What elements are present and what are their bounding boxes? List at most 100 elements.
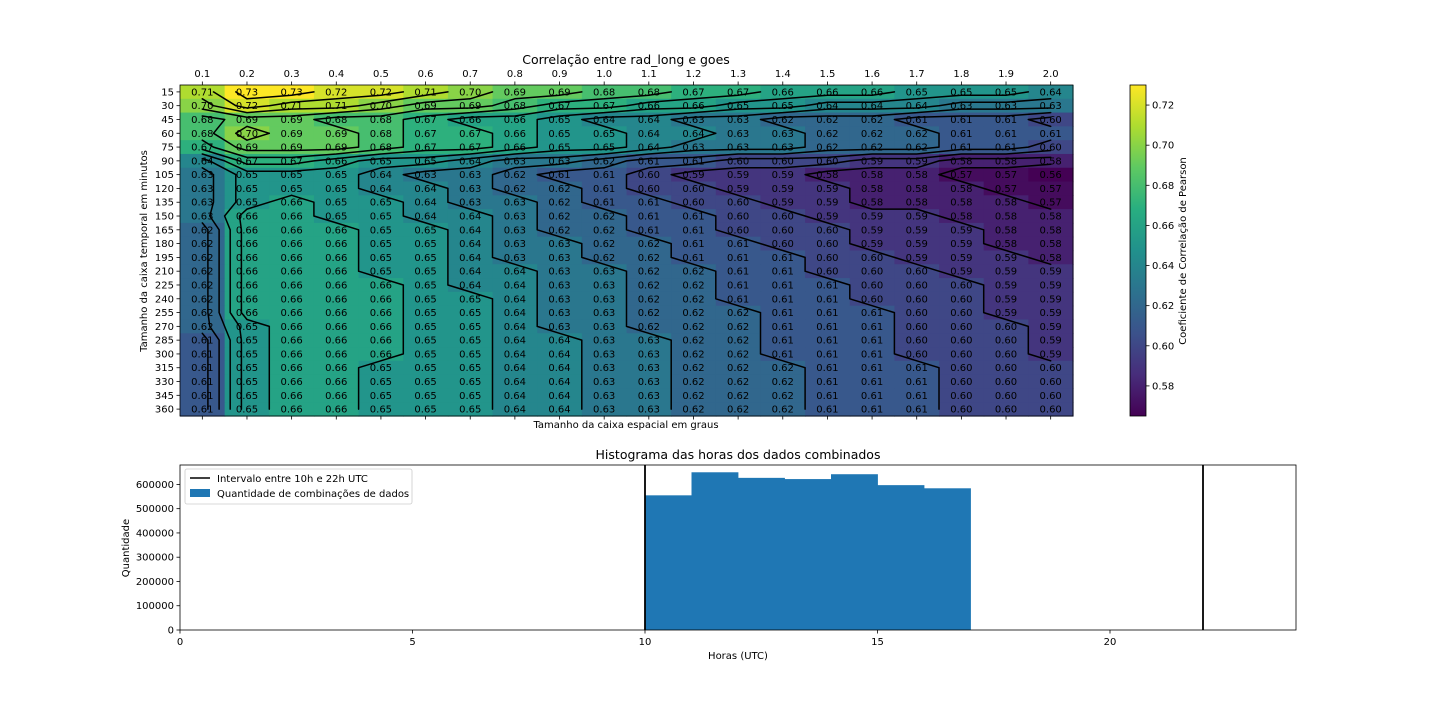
heatmap-cell — [1028, 360, 1074, 376]
heatmap-cell-label: 0.61 — [861, 349, 883, 360]
heatmap-y-tick-label: 90 — [161, 156, 174, 167]
heatmap-cell-label: 0.62 — [682, 308, 704, 319]
heatmap-cell-label: 0.63 — [548, 294, 570, 305]
heatmap-cell — [180, 278, 226, 293]
heatmap-cell — [894, 222, 940, 238]
heatmap-cell-label: 0.66 — [236, 212, 258, 223]
heatmap-cell-label: 0.65 — [906, 87, 928, 98]
heatmap-cell — [537, 388, 583, 403]
heatmap-cell — [492, 360, 538, 376]
heatmap-cell-label: 0.64 — [504, 280, 526, 291]
heatmap-cell-label: 0.63 — [593, 405, 615, 416]
heatmap-cell-label: 0.63 — [548, 267, 570, 278]
heatmap-cell-label: 0.64 — [504, 336, 526, 347]
heatmap-cell-label: 0.63 — [191, 212, 213, 223]
heatmap-cell-label: 0.60 — [906, 280, 928, 291]
heatmap-cell-label: 0.65 — [414, 253, 436, 264]
heatmap-cell — [492, 374, 538, 390]
heatmap-cell-label: 0.59 — [861, 225, 883, 236]
heatmap-cell-label: 0.60 — [950, 308, 972, 319]
heatmap-cell — [224, 278, 270, 293]
colorbar-gradient — [1129, 84, 1147, 417]
heatmap-cell-label: 0.62 — [727, 308, 749, 319]
heatmap-cell-label: 0.58 — [906, 184, 928, 195]
heatmap-cell-label: 0.65 — [414, 377, 436, 388]
heatmap-cell-label: 0.58 — [861, 170, 883, 181]
heatmap-cell — [313, 278, 360, 293]
heatmap-cell-label: 0.62 — [191, 308, 213, 319]
heatmap-cell-label: 0.59 — [727, 184, 749, 195]
heatmap-cell — [180, 209, 226, 224]
heatmap-cell-label: 0.61 — [772, 280, 794, 291]
heatmap-cell-label: 0.67 — [548, 101, 570, 112]
heatmap-cell — [849, 278, 895, 293]
heatmap-cell — [313, 85, 360, 100]
heatmap-cell — [403, 112, 449, 127]
heatmap-cell-label: 0.60 — [995, 322, 1017, 333]
heatmap-cell — [403, 347, 449, 362]
heatmap-cell-label: 0.61 — [861, 405, 883, 416]
heatmap-x-tick-label: 0.3 — [284, 69, 300, 80]
heatmap-cell — [671, 222, 717, 238]
heatmap-cell-label: 0.69 — [236, 115, 258, 126]
heatmap-cell — [894, 291, 940, 307]
heatmap-cell — [224, 333, 270, 348]
heatmap-cell-label: 0.59 — [682, 170, 704, 181]
heatmap-cell-label: 0.62 — [772, 115, 794, 126]
heatmap-cell — [492, 222, 538, 238]
heatmap-cell — [447, 250, 494, 265]
heatmap-cell-label: 0.69 — [280, 129, 302, 140]
heatmap-cell-label: 0.61 — [727, 267, 749, 278]
heatmap-cell — [626, 374, 672, 390]
heatmap-cell-label: 0.60 — [861, 253, 883, 264]
heatmap-cell — [1028, 374, 1074, 390]
heatmap-cell — [180, 264, 226, 279]
heatmap-cell-label: 0.58 — [861, 198, 883, 209]
heatmap-x-tick-label: 0.1 — [194, 69, 210, 80]
heatmap-cell — [983, 264, 1029, 279]
heatmap-cell — [537, 305, 583, 321]
heatmap-cell-label: 0.65 — [370, 212, 392, 223]
heatmap-cell-label: 0.67 — [414, 143, 436, 154]
heatmap-cell-label: 0.60 — [950, 349, 972, 360]
heatmap-cell-label: 0.62 — [861, 143, 883, 154]
heatmap-cell-label: 0.60 — [816, 225, 838, 236]
heatmap-cell-label: 0.69 — [459, 101, 481, 112]
heatmap-cell — [313, 291, 360, 307]
heatmap-cell — [894, 98, 940, 114]
heatmap-cell-label: 0.63 — [459, 198, 481, 209]
heatmap-cell — [581, 319, 628, 334]
heatmap-cell-label: 0.68 — [593, 87, 615, 98]
heatmap-cell — [403, 98, 449, 114]
heatmap-cell-label: 0.66 — [370, 280, 392, 291]
heatmap-cell-label: 0.67 — [414, 115, 436, 126]
heatmap-cell-label: 0.64 — [504, 405, 526, 416]
heatmap-cell-label: 0.62 — [504, 184, 526, 195]
heatmap-cell — [849, 222, 895, 238]
heatmap-cell-label: 0.63 — [727, 129, 749, 140]
heatmap-cell — [805, 319, 851, 334]
heatmap-cell — [1028, 319, 1074, 334]
heatmap-cell — [894, 278, 940, 293]
heatmap-cell-label: 0.66 — [325, 336, 347, 347]
heatmap-cell-label: 0.62 — [727, 322, 749, 333]
heatmap-cell — [715, 360, 762, 376]
heatmap-cell — [447, 236, 494, 252]
heatmap-cell-label: 0.70 — [236, 129, 258, 140]
histogram-x-tick-label: 20 — [1104, 637, 1117, 648]
heatmap-cell-label: 0.66 — [325, 405, 347, 416]
heatmap-cell — [715, 347, 762, 362]
heatmap-cell-label: 0.66 — [370, 336, 392, 347]
heatmap-cell-label: 0.65 — [236, 336, 258, 347]
heatmap-cell-label: 0.66 — [236, 280, 258, 291]
heatmap-cell — [537, 250, 583, 265]
heatmap-cell-label: 0.60 — [995, 377, 1017, 388]
histogram-bar — [877, 485, 925, 630]
heatmap-cell-label: 0.62 — [727, 391, 749, 402]
heatmap-cell — [1028, 209, 1074, 224]
heatmap-cell — [849, 360, 895, 376]
heatmap-cell — [313, 360, 360, 376]
heatmap-cell-label: 0.64 — [459, 225, 481, 236]
heatmap-cell — [403, 333, 449, 348]
heatmap-cell-label: 0.57 — [995, 184, 1017, 195]
